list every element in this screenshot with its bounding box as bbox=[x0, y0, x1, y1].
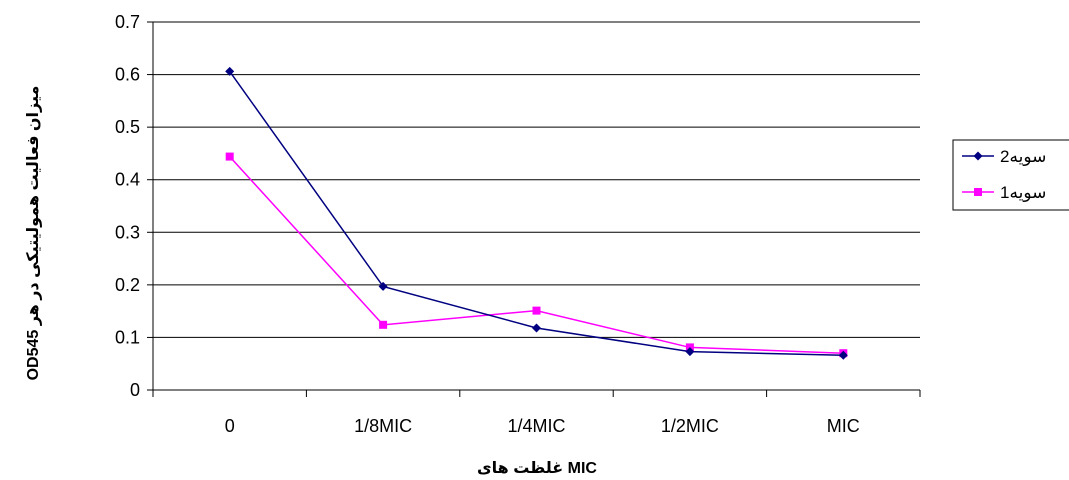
x-tick-label: 1/4MIC bbox=[507, 416, 565, 436]
legend-box bbox=[952, 139, 1069, 211]
tick-labels: 0 0.1 0.2 0.3 0.4 0.5 0.6 0.7 0 1/8MIC 1/4MIC 1/2MI… bbox=[115, 12, 860, 436]
y-tick-label: 0.5 bbox=[115, 117, 140, 137]
data-point bbox=[685, 347, 695, 357]
data-point bbox=[379, 320, 388, 329]
axes bbox=[147, 21, 921, 397]
y-axis-title: OD545 میزان فعالیت همولیتیکی در هر bbox=[25, 86, 42, 381]
data-point bbox=[225, 66, 235, 76]
y-tick-label: 0.1 bbox=[115, 327, 140, 347]
y-tick-label: 0.6 bbox=[115, 65, 140, 85]
x-tick-label: 1/2MIC bbox=[661, 416, 719, 436]
x-tick-label: 1/8MIC bbox=[354, 416, 412, 436]
series-group bbox=[225, 66, 848, 360]
legend: سویه2 سویه1 bbox=[952, 139, 1069, 211]
y-tick-label: 0.7 bbox=[115, 12, 140, 32]
x-tick-label: MIC bbox=[827, 416, 860, 436]
legend-marker bbox=[973, 151, 983, 161]
data-point bbox=[225, 152, 234, 161]
data-point bbox=[532, 323, 541, 333]
legend-label: سویه2 bbox=[1000, 147, 1046, 166]
x-tick-label: 0 bbox=[225, 416, 235, 436]
gridlines bbox=[153, 21, 920, 338]
data-point bbox=[532, 306, 541, 315]
y-tick-label: 0.2 bbox=[115, 275, 140, 295]
y-tick-label: 0.3 bbox=[115, 222, 140, 242]
y-tick-label: 0 bbox=[130, 380, 140, 400]
data-point bbox=[838, 350, 848, 360]
data-point bbox=[378, 281, 388, 291]
legend-label: سویه1 bbox=[1000, 183, 1046, 202]
x-axis-title: غلظت های MIC bbox=[477, 460, 597, 477]
y-tick-label: 0.4 bbox=[115, 170, 140, 190]
legend-marker bbox=[974, 188, 982, 196]
